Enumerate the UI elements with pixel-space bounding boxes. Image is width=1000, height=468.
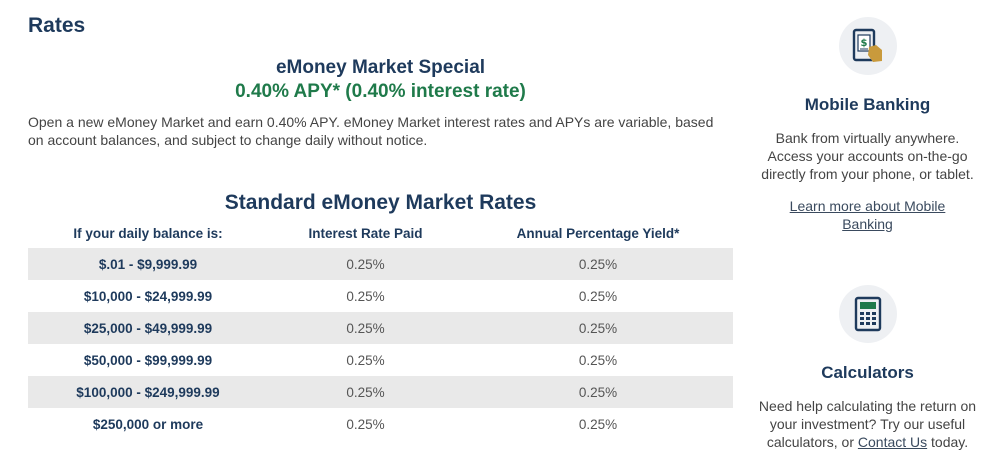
mobile-banking-promo: $ Mobile Banking Bank from virtually any… bbox=[750, 17, 985, 234]
rates-table: If your daily balance is: Interest Rate … bbox=[28, 218, 733, 440]
cell-apy: 0.25% bbox=[578, 288, 618, 304]
mobile-banking-title: Mobile Banking bbox=[804, 95, 931, 114]
cell-apy: 0.25% bbox=[578, 416, 618, 432]
table-row: $250,000 or more 0.25% 0.25% bbox=[28, 408, 733, 440]
table-row: $25,000 - $49,999.99 0.25% 0.25% bbox=[28, 312, 733, 344]
cell-apy: 0.25% bbox=[463, 248, 733, 280]
cell-rate: 0.25% bbox=[268, 312, 463, 344]
cell-balance: $25,000 - $49,999.99 bbox=[28, 312, 268, 344]
calculators-text-after: today. bbox=[927, 434, 969, 450]
page-title: Rates bbox=[28, 14, 86, 37]
header-balance: If your daily balance is: bbox=[73, 225, 223, 241]
cell-balance: $10,000 - $24,999.99 bbox=[83, 288, 213, 304]
rates-table-title: Standard eMoney Market Rates bbox=[224, 191, 537, 214]
special-rate: 0.40% APY* (0.40% interest rate) bbox=[235, 81, 526, 102]
cell-rate: 0.25% bbox=[268, 376, 463, 408]
table-header-row: If your daily balance is: Interest Rate … bbox=[28, 218, 733, 248]
cell-balance: $250,000 or more bbox=[92, 416, 204, 432]
mobile-deposit-icon: $ bbox=[838, 17, 897, 75]
calculators-promo: Calculators Need help calculating the re… bbox=[750, 285, 985, 451]
svg-text:$: $ bbox=[860, 38, 867, 49]
calculator-icon bbox=[838, 285, 897, 343]
table-row: $100,000 - $249,999.99 0.25% 0.25% bbox=[28, 376, 733, 408]
cell-balance: $.01 - $9,999.99 bbox=[28, 248, 268, 280]
special-offer: eMoney Market Special 0.40% APY* (0.40% … bbox=[28, 57, 733, 103]
cell-rate: 0.25% bbox=[268, 248, 463, 280]
calculators-text: Need help calculating the return on your… bbox=[750, 397, 985, 451]
cell-apy: 0.25% bbox=[578, 352, 618, 368]
cell-balance: $50,000 - $99,999.99 bbox=[83, 352, 213, 368]
header-interest-rate: Interest Rate Paid bbox=[308, 225, 423, 241]
mobile-banking-link[interactable]: Learn more about Mobile Banking bbox=[789, 198, 946, 232]
cell-rate: 0.25% bbox=[346, 416, 385, 432]
calculators-title: Calculators bbox=[821, 363, 914, 382]
cell-balance: $100,000 - $249,999.99 bbox=[28, 376, 268, 408]
special-description: Open a new eMoney Market and earn 0.40% … bbox=[28, 114, 714, 148]
special-title: eMoney Market Special bbox=[275, 57, 486, 78]
table-row: $10,000 - $24,999.99 0.25% 0.25% bbox=[28, 280, 733, 312]
table-row: $.01 - $9,999.99 0.25% 0.25% bbox=[28, 248, 733, 280]
calculators-text-before: Need help calculating the return on your… bbox=[758, 398, 977, 450]
header-apy: Annual Percentage Yield* bbox=[516, 225, 680, 241]
cell-rate: 0.25% bbox=[346, 352, 385, 368]
contact-us-link[interactable]: Contact Us bbox=[857, 434, 928, 450]
mobile-banking-text: Bank from virtually anywhere. Access you… bbox=[761, 130, 974, 182]
table-row: $50,000 - $99,999.99 0.25% 0.25% bbox=[28, 344, 733, 376]
cell-apy: 0.25% bbox=[463, 376, 733, 408]
cell-rate: 0.25% bbox=[346, 288, 385, 304]
cell-apy: 0.25% bbox=[463, 312, 733, 344]
